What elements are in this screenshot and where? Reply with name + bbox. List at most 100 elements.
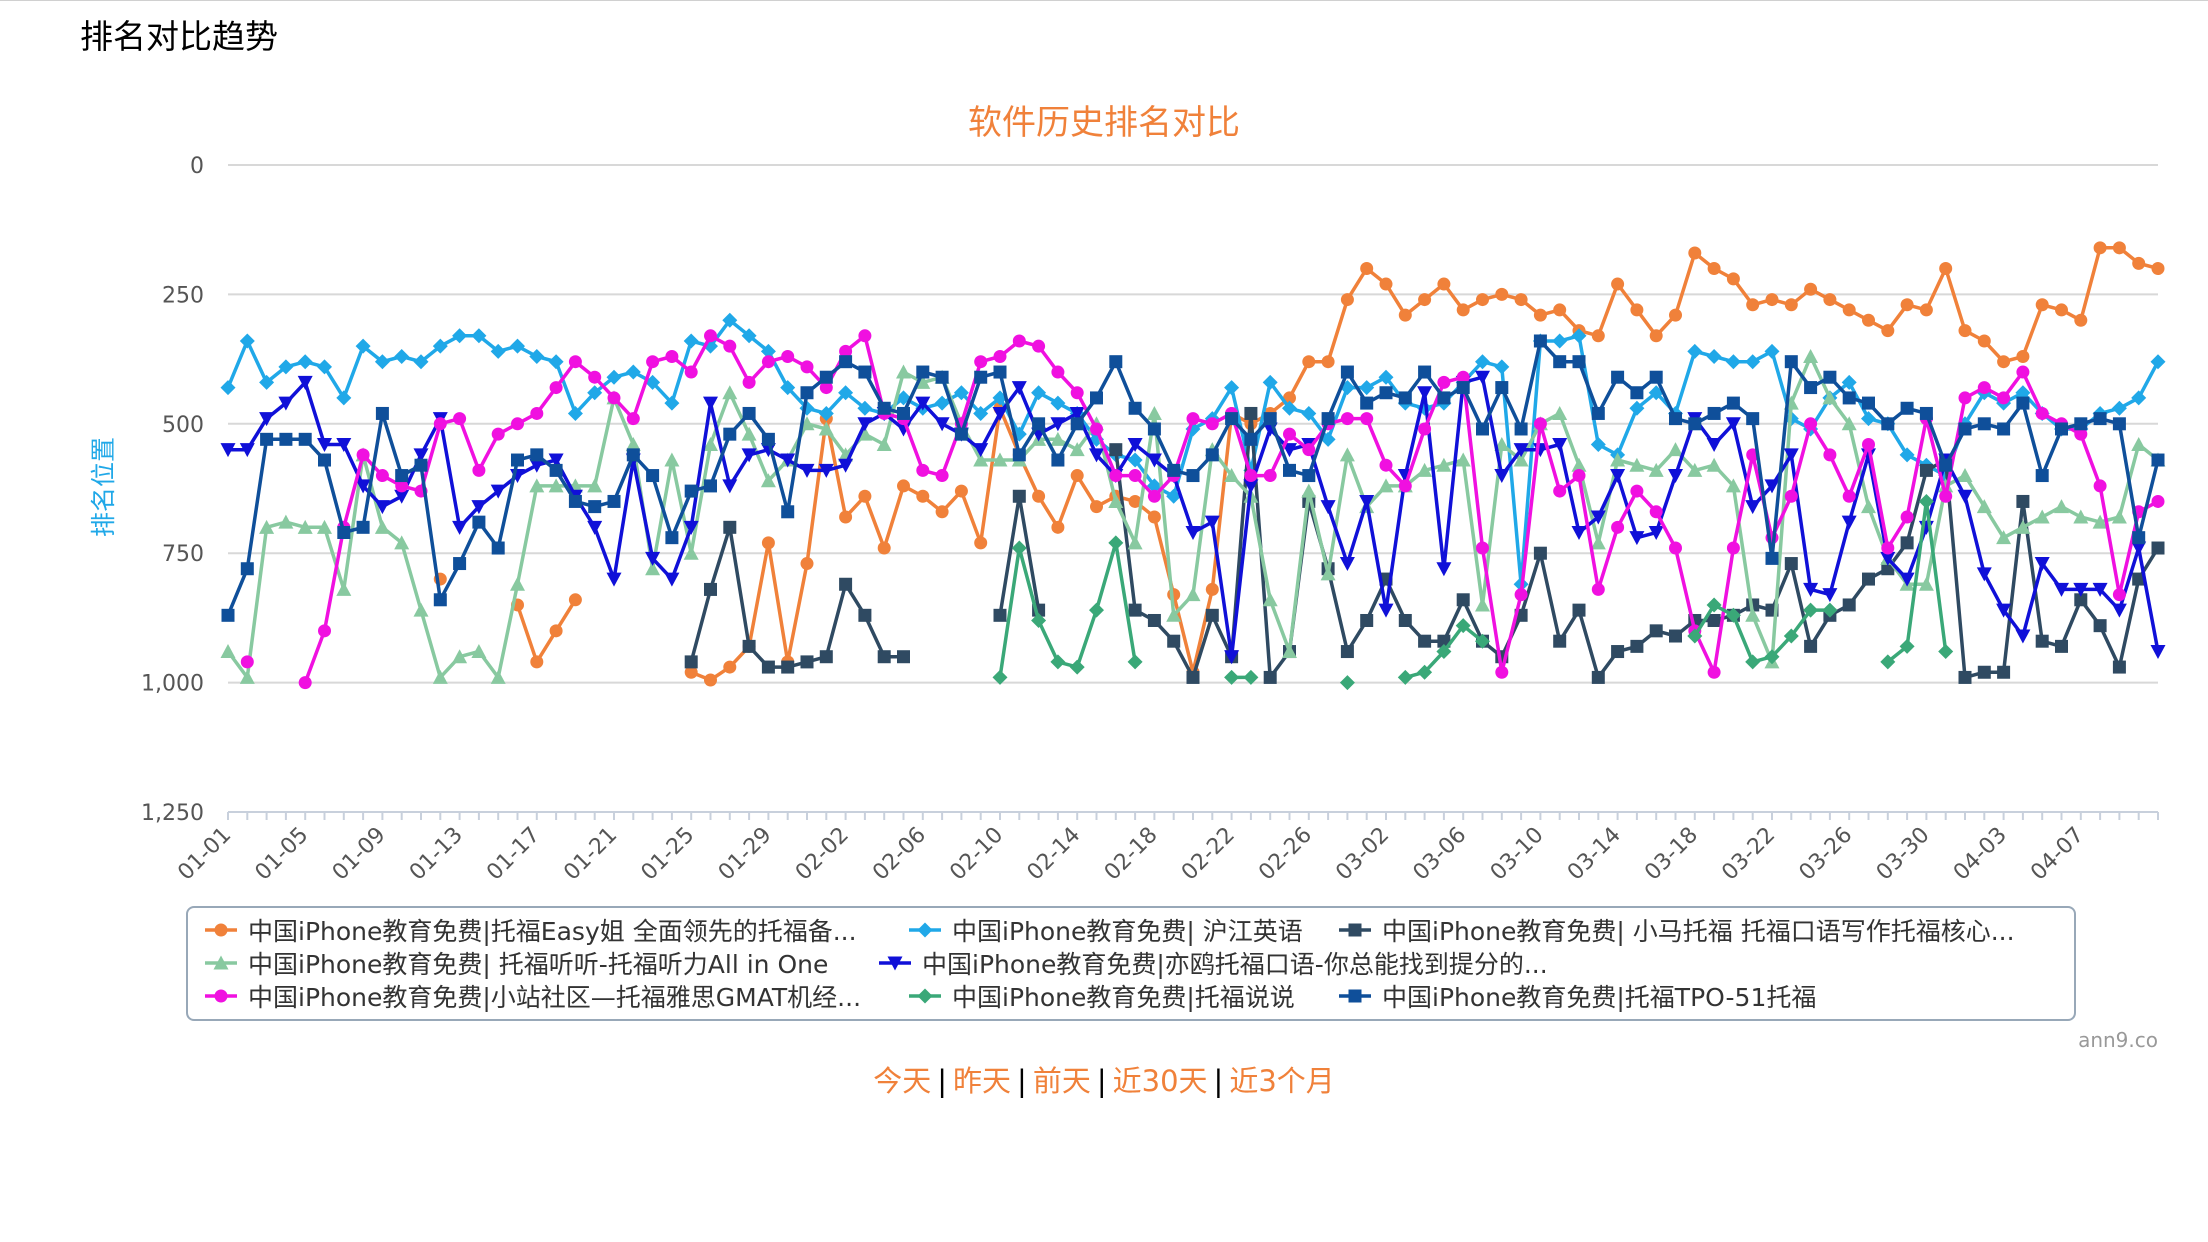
data-point[interactable]: [857, 426, 873, 441]
data-point[interactable]: [1881, 541, 1895, 555]
data-point[interactable]: [606, 369, 622, 385]
data-point[interactable]: [511, 417, 524, 431]
data-point[interactable]: [838, 385, 854, 401]
data-point[interactable]: [414, 458, 428, 472]
data-point[interactable]: [1746, 412, 1760, 426]
data-point[interactable]: [1340, 412, 1354, 426]
data-point[interactable]: [1552, 405, 1568, 420]
data-point[interactable]: [607, 494, 621, 508]
data-point[interactable]: [1032, 339, 1046, 353]
data-point[interactable]: [1302, 469, 1316, 483]
data-point[interactable]: [1514, 422, 1528, 436]
data-point[interactable]: [1997, 391, 2011, 405]
data-point[interactable]: [394, 349, 410, 365]
data-point[interactable]: [1514, 588, 1528, 602]
data-point[interactable]: [1783, 628, 1799, 644]
data-point[interactable]: [1032, 489, 1046, 503]
data-point[interactable]: [606, 572, 622, 587]
data-point[interactable]: [704, 479, 717, 493]
data-point[interactable]: [259, 519, 275, 534]
data-point[interactable]: [453, 557, 467, 571]
data-point[interactable]: [2073, 582, 2089, 597]
data-point[interactable]: [992, 669, 1008, 685]
data-point[interactable]: [1205, 448, 1219, 462]
data-point[interactable]: [1186, 469, 1200, 483]
data-point[interactable]: [2151, 541, 2165, 555]
data-point[interactable]: [2073, 509, 2089, 524]
data-point[interactable]: [2093, 412, 2107, 426]
data-point[interactable]: [1032, 417, 1046, 431]
data-point[interactable]: [1108, 493, 1124, 508]
data-point[interactable]: [240, 562, 254, 576]
data-point[interactable]: [1977, 334, 1991, 348]
data-point[interactable]: [2132, 531, 2146, 545]
data-point[interactable]: [741, 426, 757, 441]
data-point[interactable]: [1611, 645, 1625, 659]
data-point[interactable]: [1533, 546, 1547, 560]
data-point[interactable]: [214, 989, 228, 1003]
legend-item[interactable]: 中国iPhone教育免费|亦鸥托福口语-你总能找到提分的...: [878, 947, 1548, 979]
data-point[interactable]: [529, 349, 545, 365]
data-point[interactable]: [318, 453, 331, 467]
data-point[interactable]: [568, 355, 582, 369]
data-point[interactable]: [1070, 469, 1084, 483]
data-point[interactable]: [2112, 241, 2126, 255]
data-point[interactable]: [1688, 246, 1702, 260]
data-point[interactable]: [1090, 422, 1103, 436]
data-point[interactable]: [2092, 514, 2108, 529]
data-point[interactable]: [374, 354, 390, 370]
data-point[interactable]: [1707, 613, 1721, 627]
data-point[interactable]: [1302, 355, 1316, 369]
data-point[interactable]: [1842, 303, 1856, 317]
data-point[interactable]: [1610, 452, 1626, 467]
data-point[interactable]: [317, 519, 332, 534]
data-point[interactable]: [239, 443, 255, 458]
data-point[interactable]: [1205, 608, 1219, 622]
data-point[interactable]: [1418, 365, 1432, 379]
data-point[interactable]: [259, 374, 275, 390]
data-point[interactable]: [2132, 572, 2146, 586]
data-point[interactable]: [1224, 650, 1240, 665]
data-point[interactable]: [355, 479, 371, 494]
data-point[interactable]: [1783, 448, 1799, 463]
data-point[interactable]: [2055, 639, 2068, 653]
data-point[interactable]: [587, 520, 603, 535]
data-point[interactable]: [664, 452, 680, 467]
data-point[interactable]: [683, 333, 699, 349]
data-point[interactable]: [723, 339, 737, 353]
data-point[interactable]: [1977, 665, 1991, 679]
data-point[interactable]: [471, 500, 487, 515]
range-3-months-link[interactable]: 近3个月: [1229, 1064, 1335, 1098]
data-point[interactable]: [2016, 396, 2030, 410]
data-point[interactable]: [1862, 438, 1875, 452]
data-point[interactable]: [1360, 613, 1374, 627]
data-point[interactable]: [625, 364, 641, 380]
data-point[interactable]: [954, 484, 968, 498]
data-point[interactable]: [1348, 989, 1362, 1003]
data-point[interactable]: [896, 364, 911, 379]
data-point[interactable]: [1166, 488, 1182, 504]
data-point[interactable]: [2111, 509, 2127, 524]
data-point[interactable]: [1572, 469, 1586, 483]
data-point[interactable]: [1146, 405, 1162, 420]
data-point[interactable]: [723, 660, 737, 674]
data-point[interactable]: [1339, 447, 1355, 462]
data-point[interactable]: [1688, 417, 1702, 431]
data-point[interactable]: [490, 669, 506, 684]
data-point[interactable]: [703, 396, 718, 411]
data-point[interactable]: [625, 437, 641, 452]
data-point[interactable]: [1360, 412, 1374, 426]
data-point[interactable]: [2034, 557, 2050, 572]
data-point[interactable]: [839, 355, 853, 369]
data-point[interactable]: [1359, 494, 1375, 509]
data-point[interactable]: [1320, 566, 1336, 581]
data-point[interactable]: [1282, 400, 1297, 416]
data-point[interactable]: [374, 500, 390, 515]
data-point[interactable]: [298, 676, 312, 690]
data-point[interactable]: [548, 478, 564, 493]
data-point[interactable]: [588, 500, 602, 514]
data-point[interactable]: [1649, 370, 1663, 384]
data-point[interactable]: [934, 395, 950, 411]
data-point[interactable]: [530, 406, 544, 420]
data-point[interactable]: [1494, 469, 1510, 484]
